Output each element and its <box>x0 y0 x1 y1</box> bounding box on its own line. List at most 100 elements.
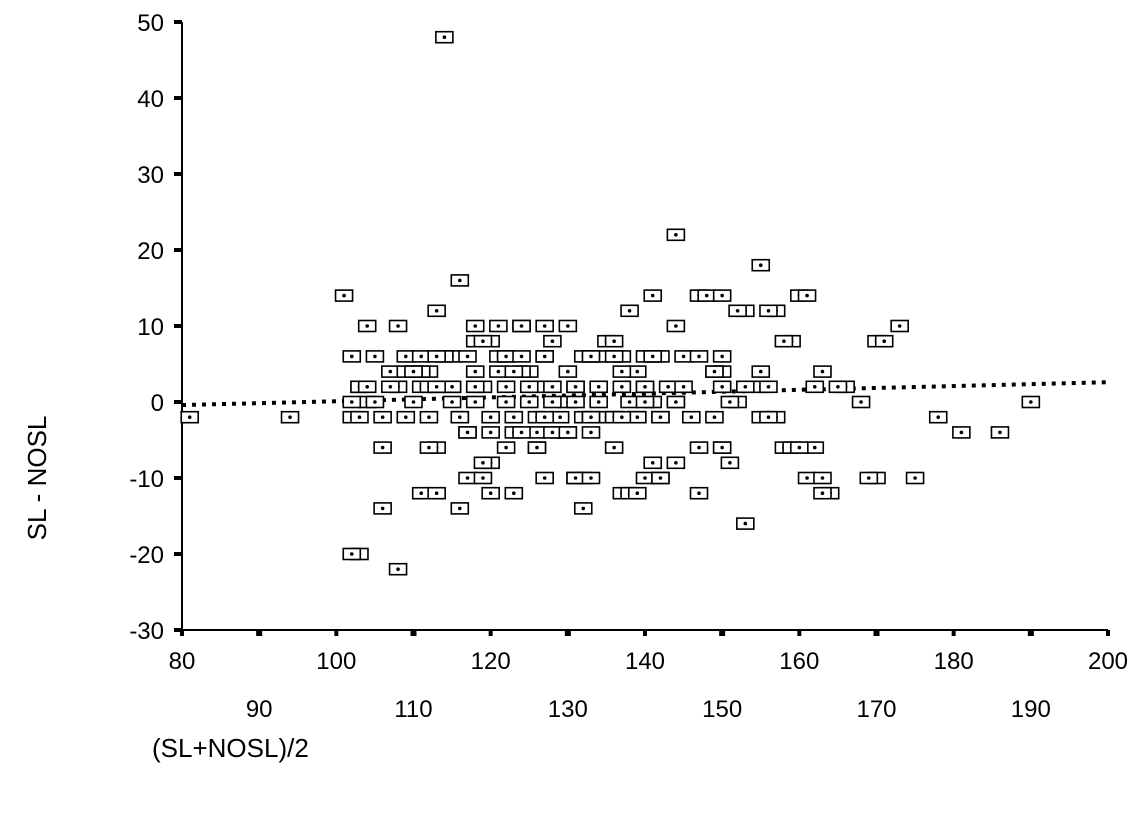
x-tick-label: 160 <box>779 648 819 675</box>
data-point <box>720 456 740 470</box>
data-point <box>496 395 516 409</box>
data-point <box>527 441 547 454</box>
data-point <box>543 426 562 439</box>
data-point <box>851 395 871 409</box>
data-point <box>180 410 200 424</box>
data-point <box>635 395 655 409</box>
data-point <box>928 410 948 424</box>
data-point <box>905 471 925 485</box>
data-point <box>643 350 663 363</box>
data-point <box>666 456 686 470</box>
data-point <box>697 289 717 302</box>
data-point <box>435 30 454 44</box>
data-point <box>473 334 493 348</box>
data-point <box>612 365 632 378</box>
data-point <box>465 365 485 378</box>
data-point <box>512 350 531 363</box>
data-point <box>473 471 493 485</box>
data-point <box>481 410 500 424</box>
data-point <box>604 350 624 363</box>
data-point <box>674 350 693 363</box>
data-point <box>712 350 732 363</box>
data-point <box>427 350 446 363</box>
data-point <box>674 380 693 394</box>
data-point <box>589 380 609 394</box>
data-point <box>504 410 524 424</box>
data-point <box>388 562 408 576</box>
data-point <box>620 395 639 409</box>
data-point <box>535 410 554 424</box>
data-points-layer <box>180 30 1041 576</box>
x-axis: 80 100 120 140 160 180 200 90 110 130 150 170 190 <box>169 630 1128 723</box>
data-point <box>334 289 354 302</box>
data-point <box>550 410 570 424</box>
y-axis-title: SL - NOSL <box>22 416 52 541</box>
data-point <box>666 228 686 242</box>
data-point <box>643 456 663 470</box>
data-point <box>350 410 369 424</box>
data-point <box>396 350 416 363</box>
data-point <box>450 274 470 287</box>
data-point <box>797 289 817 302</box>
data-point <box>519 380 539 394</box>
x-tick-label: 180 <box>934 648 974 675</box>
data-point <box>774 334 794 348</box>
data-point <box>535 350 554 363</box>
data-point <box>512 319 531 333</box>
data-point <box>566 380 585 394</box>
data-point <box>620 304 639 318</box>
data-point <box>627 410 647 424</box>
data-point <box>543 395 562 409</box>
data-point <box>581 426 601 439</box>
data-point <box>465 319 485 333</box>
data-point <box>581 410 601 424</box>
data-point <box>535 471 554 485</box>
y-tick-label: 20 <box>137 238 164 265</box>
plot-area <box>181 22 1108 631</box>
data-point <box>566 395 585 409</box>
data-point <box>365 395 385 409</box>
data-point <box>705 365 724 378</box>
data-point <box>357 319 377 333</box>
data-point <box>759 410 778 424</box>
data-point <box>504 486 524 500</box>
data-point <box>427 304 446 318</box>
data-point <box>651 471 670 485</box>
data-point <box>813 486 832 500</box>
data-point <box>689 350 709 363</box>
data-point <box>681 410 701 424</box>
data-point <box>658 380 678 394</box>
data-point <box>388 319 408 333</box>
x-tick-label: 80 <box>169 648 196 675</box>
data-point <box>643 289 663 302</box>
x-minor-tick-label: 190 <box>1011 696 1051 723</box>
data-point <box>635 380 655 394</box>
data-point <box>952 426 971 439</box>
data-point <box>496 380 516 394</box>
data-point <box>874 334 894 348</box>
data-point <box>496 350 516 363</box>
data-point <box>689 441 709 454</box>
data-point <box>404 365 423 378</box>
x-minor-tick-label: 130 <box>548 696 588 723</box>
data-point <box>859 471 879 485</box>
data-point <box>705 410 724 424</box>
data-point <box>581 350 601 363</box>
x-tick-label: 100 <box>316 648 356 675</box>
data-point <box>890 319 909 333</box>
data-point <box>535 319 554 333</box>
data-point <box>728 304 747 318</box>
x-minor-tick-label: 150 <box>702 696 742 723</box>
data-point <box>558 426 578 439</box>
y-axis: 50 40 30 20 10 0 -10 -20 -30 <box>129 10 182 645</box>
data-point <box>442 380 462 394</box>
data-point <box>373 502 392 515</box>
x-minor-tick-label: 90 <box>246 696 273 723</box>
data-point <box>473 456 493 470</box>
data-point <box>489 319 508 333</box>
data-point <box>666 319 686 333</box>
x-tick-label: 140 <box>625 648 665 675</box>
data-point <box>342 350 362 363</box>
data-point <box>604 334 624 348</box>
